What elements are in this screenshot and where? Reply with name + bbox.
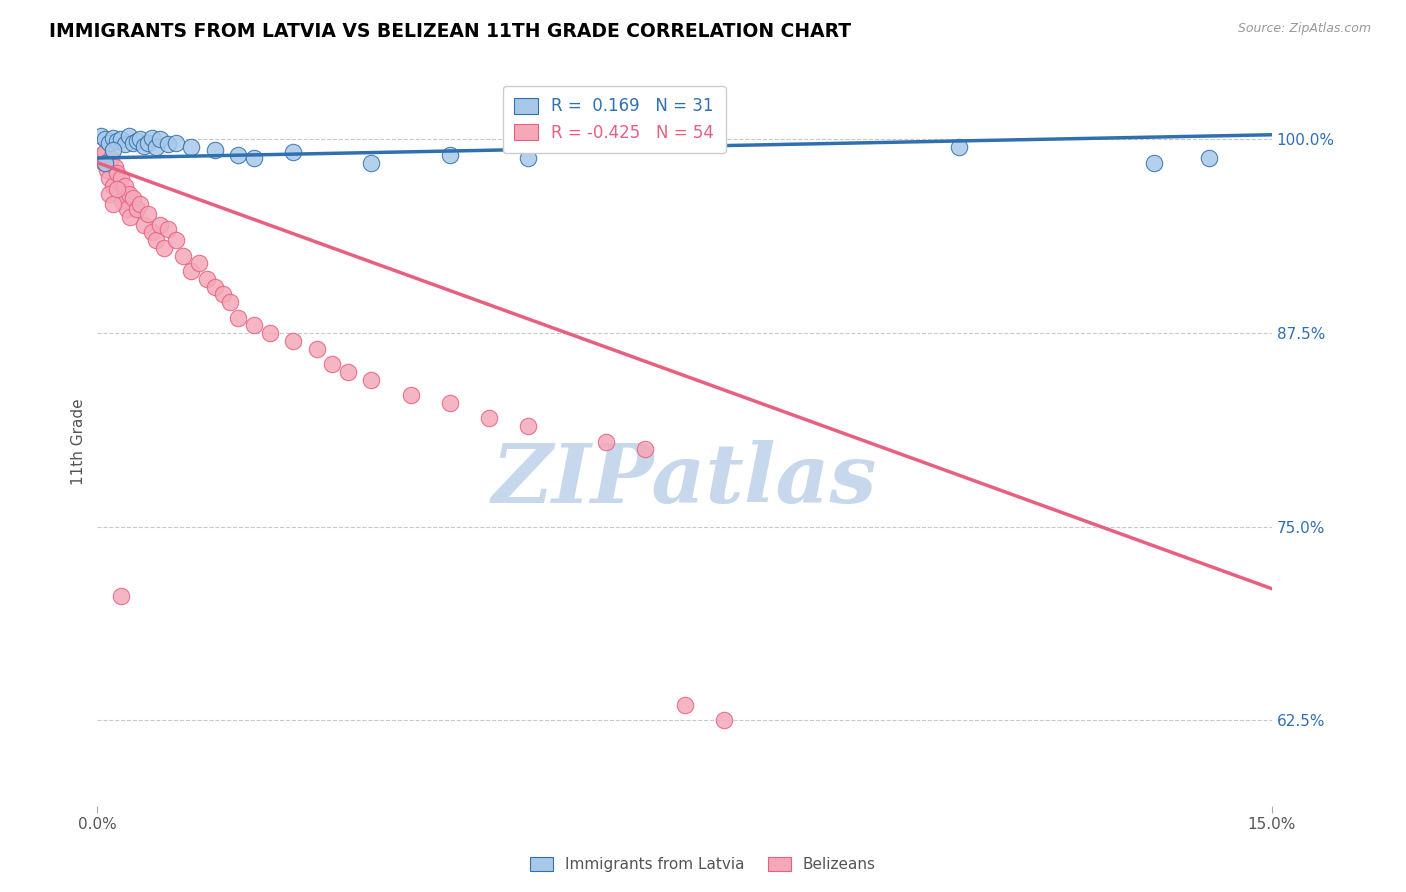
Point	[90, 148, 112, 162]
Y-axis label: 11th Grade: 11th Grade	[72, 398, 86, 485]
Point	[517, 151, 540, 165]
Point	[101, 131, 124, 145]
Point	[360, 155, 382, 169]
Point	[134, 138, 156, 153]
Point	[1198, 151, 1220, 165]
Point	[125, 202, 148, 216]
Text: Source: ZipAtlas.com: Source: ZipAtlas.com	[1237, 22, 1371, 36]
Point	[94, 155, 117, 169]
Point	[243, 151, 266, 165]
Point	[96, 163, 118, 178]
Point	[305, 342, 328, 356]
Point	[156, 222, 179, 236]
Point	[517, 419, 540, 434]
Point	[153, 241, 176, 255]
Point	[105, 167, 128, 181]
Point	[134, 218, 156, 232]
Point	[120, 210, 142, 224]
Point	[111, 194, 134, 209]
Point	[948, 140, 970, 154]
Point	[243, 318, 266, 333]
Point	[204, 279, 226, 293]
Point	[281, 334, 304, 348]
Point	[713, 714, 735, 728]
Point	[121, 191, 143, 205]
Point	[336, 365, 359, 379]
Point	[94, 132, 117, 146]
Point	[110, 171, 132, 186]
Point	[98, 171, 121, 186]
Point	[115, 202, 138, 216]
Point	[149, 218, 172, 232]
Point	[180, 264, 202, 278]
Point	[90, 129, 112, 144]
Point	[156, 137, 179, 152]
Point	[105, 182, 128, 196]
Point	[195, 272, 218, 286]
Point	[101, 178, 124, 193]
Point	[188, 256, 211, 270]
Point	[101, 143, 124, 157]
Point	[673, 698, 696, 712]
Point	[321, 357, 343, 371]
Text: ZIPatlas: ZIPatlas	[492, 441, 877, 520]
Point	[129, 132, 152, 146]
Point	[204, 143, 226, 157]
Point	[93, 155, 115, 169]
Point	[595, 434, 617, 449]
Point	[165, 233, 187, 247]
Point	[281, 145, 304, 159]
Point	[399, 388, 422, 402]
Point	[121, 136, 143, 150]
Point	[180, 140, 202, 154]
Point	[100, 151, 122, 165]
Point	[141, 131, 163, 145]
Point	[478, 411, 501, 425]
Point	[226, 148, 249, 162]
Point	[219, 295, 242, 310]
Point	[439, 396, 461, 410]
Point	[108, 186, 131, 201]
Point	[360, 373, 382, 387]
Point	[259, 326, 281, 340]
Point	[439, 148, 461, 162]
Point	[145, 233, 167, 247]
Point	[165, 136, 187, 150]
Point	[145, 140, 167, 154]
Point	[1143, 155, 1166, 169]
Point	[98, 136, 121, 150]
Point	[98, 186, 121, 201]
Point	[136, 136, 159, 150]
Point	[101, 197, 124, 211]
Point	[105, 134, 128, 148]
Point	[110, 590, 132, 604]
Point	[226, 310, 249, 325]
Point	[141, 226, 163, 240]
Point	[114, 137, 136, 152]
Point	[110, 132, 132, 146]
Legend: R =  0.169   N = 31, R = -0.425   N = 54: R = 0.169 N = 31, R = -0.425 N = 54	[503, 86, 725, 153]
Point	[114, 178, 136, 193]
Point	[103, 161, 125, 175]
Point	[118, 129, 141, 144]
Point	[173, 249, 195, 263]
Point	[136, 207, 159, 221]
Point	[129, 197, 152, 211]
Point	[211, 287, 233, 301]
Point	[149, 132, 172, 146]
Point	[118, 186, 141, 201]
Text: IMMIGRANTS FROM LATVIA VS BELIZEAN 11TH GRADE CORRELATION CHART: IMMIGRANTS FROM LATVIA VS BELIZEAN 11TH …	[49, 22, 852, 41]
Point	[634, 442, 657, 457]
Point	[94, 145, 117, 159]
Point	[125, 134, 148, 148]
Legend: Immigrants from Latvia, Belizeans: Immigrants from Latvia, Belizeans	[523, 849, 883, 880]
